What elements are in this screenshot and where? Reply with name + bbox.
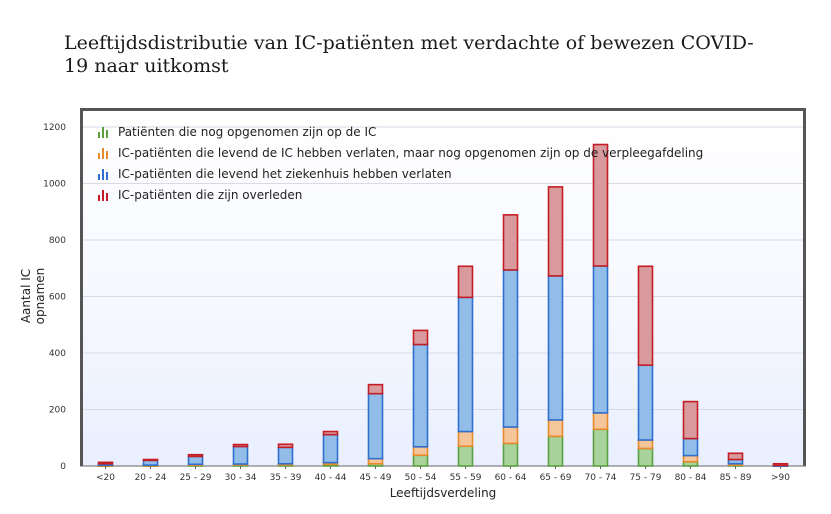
x-tick-label: 30 - 34	[225, 473, 257, 483]
bar-segment-home	[412, 343, 429, 448]
y-tick-label: 0	[60, 462, 66, 472]
bar-segment-on_ic	[457, 445, 474, 467]
chart-title: Leeftijdsdistributie van IC-patiënten me…	[64, 32, 754, 77]
x-tick-label: 45 - 49	[360, 473, 392, 483]
x-tick-label: >90	[771, 473, 790, 483]
y-tick-label: 1200	[43, 123, 66, 133]
bar-segment-died	[277, 443, 294, 449]
bar-segment-died	[232, 443, 249, 448]
bar-segment-died	[142, 458, 159, 462]
x-tick-label: 55 - 59	[450, 473, 482, 483]
y-tick-label: 200	[49, 406, 66, 416]
bar-segment-home	[547, 275, 564, 421]
bar-segment-on_ic	[637, 447, 654, 467]
bar-segment-died	[187, 453, 204, 458]
bar-segment-to_ward	[682, 454, 699, 463]
bar-segment-died	[412, 329, 429, 346]
x-tick-label: 80 - 84	[675, 473, 707, 483]
y-axis-label: Aantal IC opnamen	[19, 267, 47, 325]
bar-segment-died	[322, 430, 339, 436]
y-tick-label: 600	[49, 293, 66, 303]
bar-segment-to_ward	[457, 430, 474, 448]
legend-label: Patiënten die nog opgenomen zijn op de I…	[118, 124, 377, 139]
x-tick-label: <20	[96, 473, 115, 483]
bar-segment-on_ic	[412, 454, 429, 467]
x-tick-label: 40 - 44	[315, 473, 347, 483]
bar-segment-home	[637, 364, 654, 441]
x-tick-label: 65 - 69	[540, 473, 572, 483]
bar-segment-on_ic	[547, 435, 564, 467]
x-tick-label: 35 - 39	[270, 473, 302, 483]
bar-segment-home	[322, 433, 339, 464]
x-tick-label: 25 - 29	[180, 473, 212, 483]
legend-item-on-ic[interactable]: Patiënten die nog opgenomen zijn op de I…	[96, 121, 703, 142]
bar-segment-to_ward	[637, 439, 654, 450]
y-tick-label: 800	[49, 236, 66, 246]
bar-segment-died	[367, 383, 384, 395]
bar-segment-home	[187, 455, 204, 466]
x-tick-label: 50 - 54	[405, 473, 437, 483]
bar-segment-home	[277, 446, 294, 465]
bar-segment-to_ward	[412, 445, 429, 457]
bar-segment-home	[592, 265, 609, 414]
bar-segment-home	[502, 269, 519, 428]
bar-segment-died	[547, 186, 564, 277]
bar-segment-died	[682, 400, 699, 440]
legend-label: IC-patiënten die levend het ziekenhuis h…	[118, 166, 452, 181]
bar-segment-on_ic	[592, 428, 609, 467]
bar-segment-died	[637, 265, 654, 366]
bar-segment-died	[502, 214, 519, 271]
y-tick-label: 400	[49, 349, 66, 359]
bar-segment-to_ward	[547, 419, 564, 438]
bar-series-icon	[98, 126, 108, 138]
bar-series-icon	[98, 168, 108, 180]
bar-segment-to_ward	[502, 426, 519, 445]
bar-segment-home	[367, 392, 384, 460]
x-tick-label: 70 - 74	[585, 473, 617, 483]
x-axis-label: Leeftijdsverdeling	[389, 486, 497, 500]
bar-segment-home	[232, 445, 249, 465]
y-tick-label: 1000	[43, 180, 66, 190]
bar-segment-died	[772, 462, 789, 467]
legend-item-to-ward[interactable]: IC-patiënten die levend de IC hebben ver…	[96, 142, 703, 163]
bar-series-icon	[98, 147, 108, 159]
bar-segment-on_ic	[502, 442, 519, 467]
bar-segment-home	[457, 296, 474, 433]
bar-segment-died	[97, 461, 114, 465]
legend-label: IC-patiënten die levend de IC hebben ver…	[118, 145, 704, 160]
legend-label: IC-patiënten die zijn overleden	[118, 187, 303, 202]
x-tick-label: 85 - 89	[720, 473, 752, 483]
legend-item-died[interactable]: IC-patiënten die zijn overleden	[96, 184, 703, 205]
x-tick-label: 75 - 79	[630, 473, 662, 483]
bar-series-icon	[98, 189, 108, 201]
x-tick-label: 20 - 24	[135, 473, 167, 483]
bar-segment-died	[457, 265, 474, 299]
x-tick-label: 60 - 64	[495, 473, 527, 483]
bar-segment-home	[682, 437, 699, 457]
bar-segment-died	[592, 143, 609, 267]
legend: Patiënten die nog opgenomen zijn op de I…	[96, 121, 703, 205]
bar-segment-to_ward	[592, 412, 609, 431]
bar-segment-died	[727, 452, 744, 461]
legend-item-home[interactable]: IC-patiënten die levend het ziekenhuis h…	[96, 163, 703, 184]
